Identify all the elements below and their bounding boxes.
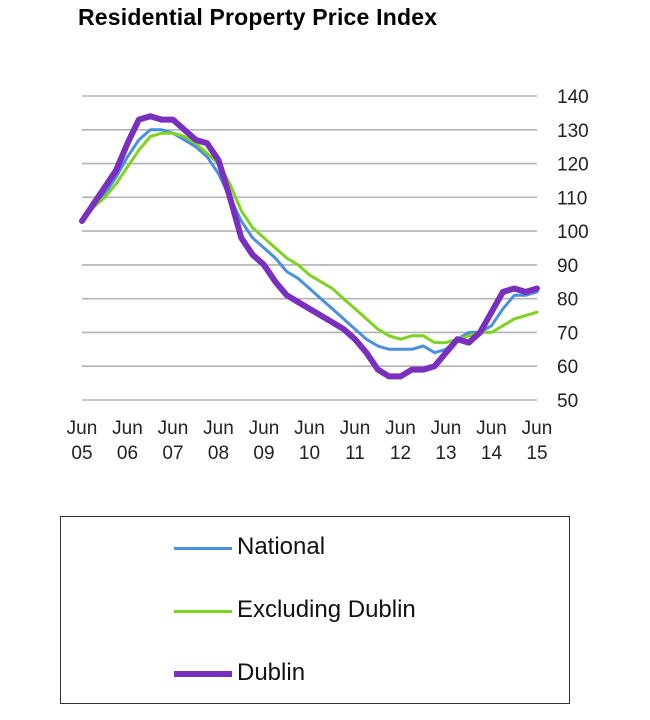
x-tick-label-year: 08 (208, 443, 229, 464)
y-tick-label: 120 (557, 155, 589, 176)
y-tick-label: 110 (557, 188, 587, 209)
legend-swatch-excluding-dublin (174, 610, 232, 613)
legend-label-excluding-dublin: Excluding Dublin (237, 596, 416, 623)
y-tick-label: 130 (557, 121, 589, 142)
x-tick-label-month: Jun (112, 418, 143, 439)
x-tick-label-year: 12 (390, 443, 411, 464)
chart-area: 50 60 70 80 90 100 110 120 130 140 Jun 05 Jun 06 Jun 0… (67, 87, 589, 464)
x-tick-label-year: 05 (71, 443, 92, 464)
y-tick-label: 100 (557, 222, 589, 243)
x-tick-label-month: Jun (385, 418, 416, 439)
y-tick-label: 80 (557, 290, 578, 311)
y-tick-label: 140 (557, 87, 589, 108)
legend-label-dublin: Dublin (237, 659, 306, 686)
x-tick-label-year: 11 (345, 443, 365, 464)
x-tick-label-month: Jun (249, 418, 280, 439)
y-tick-label: 60 (557, 357, 578, 378)
x-tick-label-month: Jun (522, 418, 553, 439)
y-tick-label: 70 (557, 323, 578, 344)
y-tick-label: 50 (557, 391, 578, 412)
x-tick-label-year: 06 (117, 443, 138, 464)
x-tick-label-year: 14 (481, 443, 503, 464)
y-tick-label: 90 (557, 256, 578, 277)
x-tick-label-month: Jun (67, 418, 98, 439)
series-line-dublin (79, 113, 540, 380)
x-tick-label-month: Jun (340, 418, 371, 439)
legend-swatch-national (174, 547, 232, 550)
legend-label-national: National (237, 533, 326, 560)
x-tick-label-year: 09 (253, 443, 274, 464)
chart-title: Residential Property Price Index (78, 4, 438, 30)
x-tick-label-year: 15 (526, 443, 547, 464)
x-tick-label-month: Jun (476, 418, 507, 439)
legend-swatch-dublin (174, 671, 232, 677)
x-tick-label-year: 10 (299, 443, 320, 464)
x-tick-label-year: 13 (435, 443, 456, 464)
x-tick-label-year: 07 (162, 443, 183, 464)
x-tick-label-month: Jun (158, 418, 189, 439)
x-tick-label-month: Jun (203, 418, 234, 439)
legend: National Excluding Dublin Dublin (60, 516, 570, 704)
x-tick-label-month: Jun (431, 418, 462, 439)
x-tick-label-month: Jun (294, 418, 325, 439)
